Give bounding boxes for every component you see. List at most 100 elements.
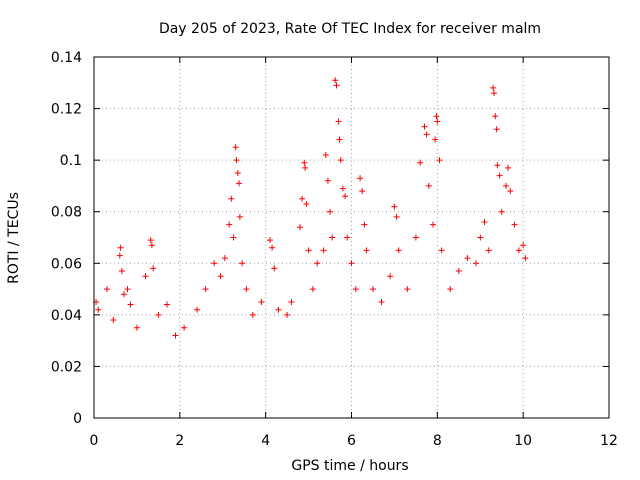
x-tick-labels: 0 2 4 6 8 10 12 [90, 433, 618, 449]
x-tick-label: 4 [261, 433, 270, 449]
data-point [303, 201, 310, 207]
data-point [103, 286, 110, 293]
grid-lines [94, 57, 609, 418]
y-tick-label: 0.08 [51, 205, 82, 221]
data-point [271, 265, 278, 272]
data-point [236, 180, 243, 187]
x-axis-label: GPS time / hours [291, 458, 408, 474]
data-point [522, 255, 529, 262]
data-point [432, 136, 439, 143]
data-point [230, 234, 237, 241]
data-point [339, 185, 346, 192]
data-point [417, 159, 424, 166]
data-point [337, 157, 344, 164]
data-point [258, 299, 265, 305]
data-point [249, 311, 256, 318]
data-point [387, 273, 394, 280]
data-point [352, 286, 359, 293]
data-point [234, 170, 241, 176]
data-point [322, 152, 329, 158]
data-point [329, 234, 336, 241]
data-point [150, 265, 157, 272]
data-point [147, 237, 154, 244]
data-point [359, 188, 366, 195]
data-point [327, 208, 333, 215]
data-point [194, 306, 200, 313]
data-point [425, 182, 432, 189]
data-point [233, 157, 240, 164]
data-point [490, 84, 497, 91]
data-point [116, 252, 123, 259]
data-point [357, 175, 364, 182]
data-point [436, 157, 443, 164]
data-point [297, 224, 303, 231]
data-point [493, 126, 500, 133]
data-point [370, 286, 376, 293]
data-point [393, 213, 400, 220]
data-point [481, 219, 488, 225]
data-points [93, 77, 529, 339]
data-point [269, 244, 276, 251]
x-tick-label: 6 [347, 433, 356, 449]
x-tick-label: 0 [90, 433, 99, 449]
data-point [299, 195, 306, 202]
y-tick-label: 0.14 [51, 50, 82, 66]
data-point [333, 82, 340, 89]
y-tick-label: 0 [73, 411, 82, 427]
data-point [142, 273, 149, 280]
data-point [455, 268, 462, 274]
data-point [127, 301, 134, 308]
data-point [491, 90, 497, 97]
y-axis-label: ROTI / TECUs [6, 192, 22, 284]
data-point [494, 162, 501, 169]
data-point [344, 234, 351, 241]
data-point [430, 221, 436, 228]
x-tick-label: 2 [175, 433, 184, 449]
data-point [391, 203, 398, 210]
data-point [95, 306, 102, 313]
chart-title: Day 205 of 2023, Rate Of TEC Index for r… [159, 21, 541, 37]
data-point [496, 172, 503, 179]
data-point [239, 260, 246, 267]
data-point [378, 299, 385, 305]
data-point [243, 286, 250, 293]
data-point [302, 164, 309, 171]
data-point [412, 234, 419, 241]
data-point [320, 247, 327, 254]
y-tick-label: 0.02 [51, 359, 82, 375]
data-point [348, 260, 355, 267]
data-point [164, 301, 170, 308]
x-tick-label: 8 [433, 433, 442, 449]
data-point [433, 113, 440, 120]
data-point [511, 221, 518, 228]
data-point [363, 247, 370, 254]
data-point [332, 77, 339, 84]
data-point [505, 164, 512, 171]
data-point [473, 260, 479, 267]
data-point [421, 123, 428, 130]
data-point [395, 247, 402, 254]
data-point [211, 260, 218, 267]
data-point [342, 193, 349, 200]
data-point [498, 208, 505, 215]
data-point [477, 234, 484, 241]
data-point [515, 247, 522, 254]
data-point [267, 237, 273, 244]
data-point [301, 159, 308, 166]
data-point [438, 247, 445, 254]
data-point [228, 195, 235, 202]
data-point [232, 144, 239, 151]
data-point [118, 268, 125, 274]
data-point [361, 221, 368, 228]
y-tick-label: 0.04 [51, 308, 82, 324]
data-point [155, 311, 162, 318]
data-point [181, 324, 188, 331]
y-tick-label: 0.1 [60, 153, 82, 169]
data-point [148, 242, 155, 249]
y-tick-labels: 0 0.02 0.04 0.06 0.08 0.1 0.12 0.14 [51, 50, 82, 427]
data-point [172, 332, 179, 339]
data-point [492, 113, 499, 120]
data-point [314, 260, 321, 267]
data-point [520, 242, 527, 249]
